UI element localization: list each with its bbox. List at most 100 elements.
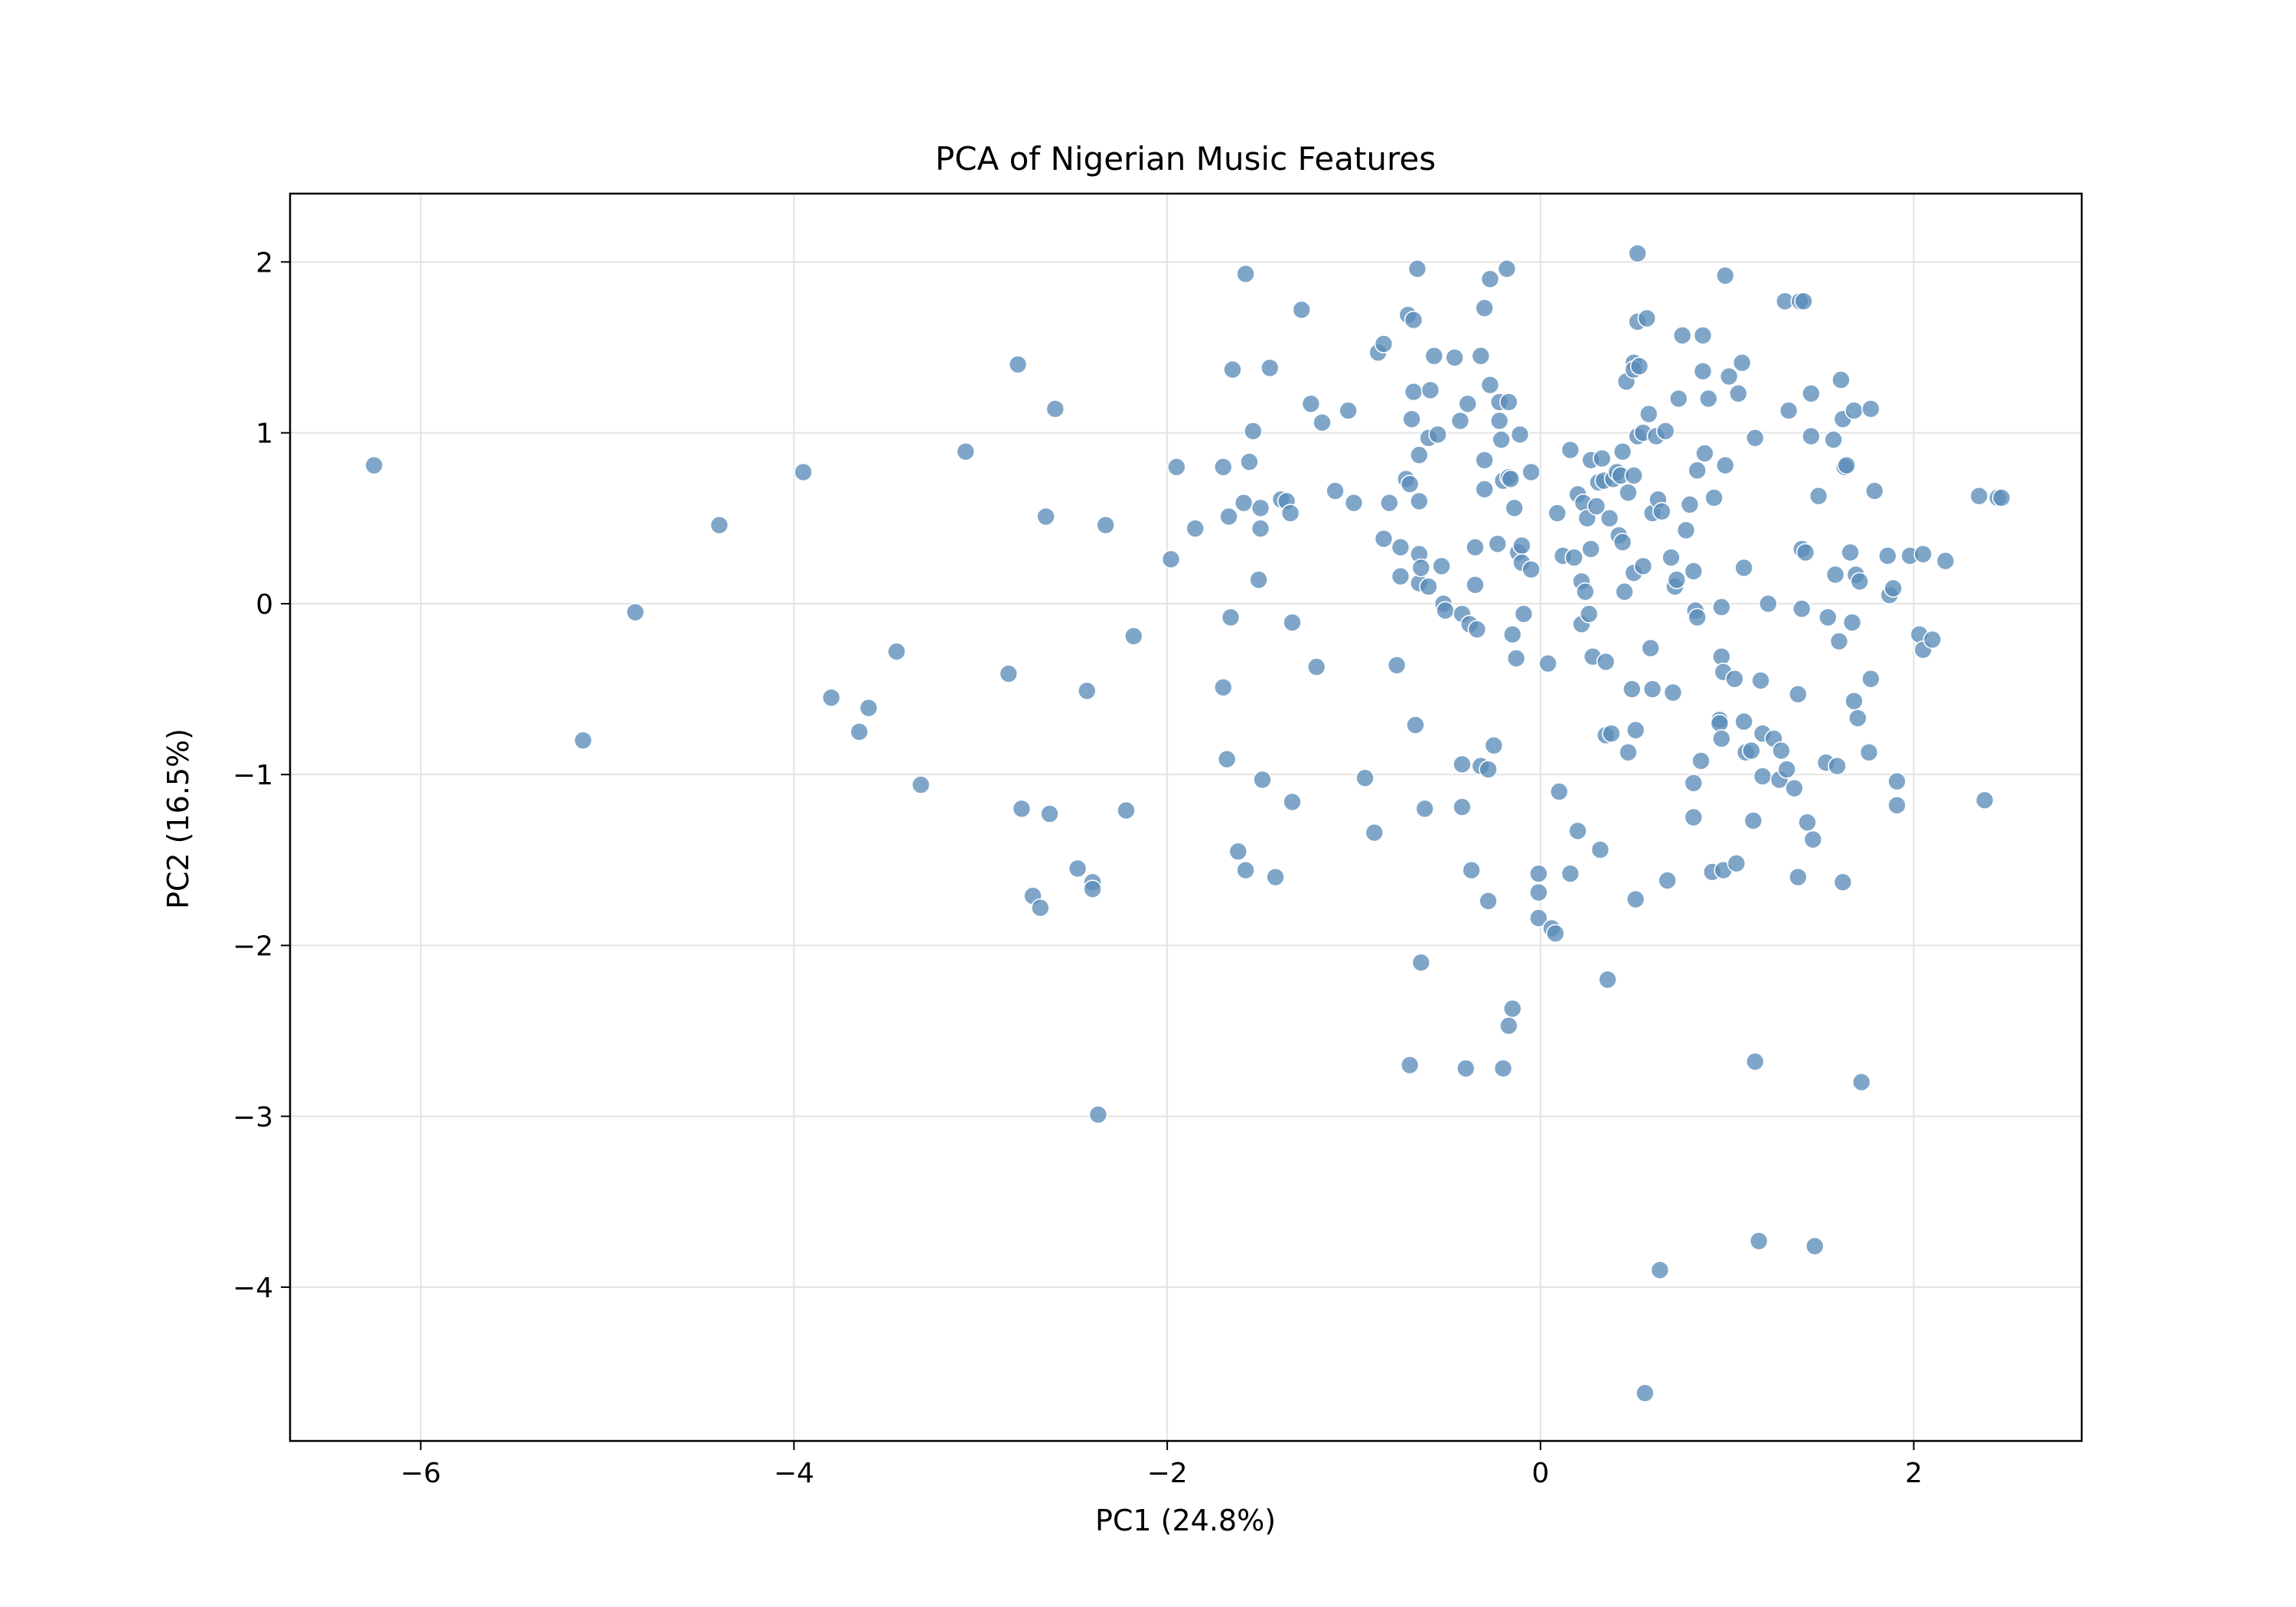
data-point [1224, 360, 1241, 378]
data-point [1653, 503, 1671, 520]
data-point [823, 689, 840, 706]
data-point [1810, 487, 1828, 505]
data-point [1222, 608, 1240, 626]
data-point [1735, 712, 1753, 730]
data-point [1391, 539, 1409, 556]
data-point [1492, 431, 1510, 448]
data-point [1668, 571, 1685, 588]
data-point [1569, 822, 1587, 839]
data-point [1832, 371, 1850, 389]
data-point [1097, 517, 1114, 534]
x-tick-label: 0 [1531, 1458, 1549, 1489]
data-point [1862, 400, 1880, 418]
data-point [1345, 494, 1362, 512]
y-tick-label: −3 [233, 1102, 273, 1133]
data-point [1425, 347, 1443, 365]
data-point [1472, 347, 1489, 365]
data-point [1261, 359, 1279, 376]
data-point [1479, 892, 1497, 910]
data-point [1841, 543, 1859, 561]
data-point [1789, 869, 1807, 886]
data-point [1168, 458, 1186, 476]
data-point [1636, 1384, 1654, 1402]
data-point [1717, 457, 1734, 474]
data-point [1778, 761, 1795, 778]
data-point [1513, 536, 1531, 554]
chart-title: PCA of Nigerian Music Features [935, 140, 1436, 178]
data-point [1914, 546, 1932, 563]
data-point [1530, 865, 1548, 882]
data-point [1498, 260, 1515, 278]
data-point [1644, 680, 1662, 698]
data-point [1252, 520, 1270, 537]
data-point [1218, 751, 1236, 768]
data-point [1634, 557, 1652, 575]
data-point [1511, 425, 1528, 443]
data-point [1744, 812, 1762, 830]
data-point [1825, 431, 1842, 448]
data-point [1760, 595, 1777, 612]
data-point [1802, 385, 1820, 403]
data-point [1405, 383, 1423, 401]
data-point [1561, 865, 1579, 882]
data-point [888, 643, 905, 660]
data-point [1046, 400, 1064, 418]
data-point [1720, 367, 1738, 385]
data-point [1730, 385, 1747, 403]
data-point [1625, 467, 1642, 484]
data-point [1412, 559, 1430, 577]
data-point [1446, 349, 1463, 367]
data-point [1530, 884, 1548, 901]
data-point [1403, 410, 1420, 428]
data-point [1713, 598, 1730, 616]
data-point [859, 699, 877, 717]
data-point [1489, 535, 1506, 553]
data-point [1849, 709, 1867, 727]
data-point [1970, 487, 1988, 505]
data-point [1862, 670, 1880, 688]
data-point [1500, 393, 1518, 411]
data-point [574, 732, 592, 749]
data-point [1845, 402, 1863, 419]
y-tick-label: 0 [256, 589, 273, 621]
data-point [1416, 800, 1433, 817]
data-point [1237, 265, 1254, 282]
data-point [1619, 484, 1637, 501]
data-point [1684, 809, 1702, 826]
data-point [1381, 494, 1398, 512]
data-point [1548, 504, 1566, 522]
data-point [1282, 504, 1300, 522]
data-point [1658, 872, 1676, 889]
data-point [1267, 869, 1284, 886]
data-point [1084, 880, 1101, 898]
data-point [1476, 451, 1493, 469]
data-point [1577, 583, 1594, 601]
x-tick-label: 2 [1905, 1458, 1923, 1489]
data-point [1453, 798, 1471, 816]
data-point [1407, 716, 1424, 734]
data-point [1879, 547, 1896, 565]
data-point [1485, 737, 1502, 755]
data-point [1828, 758, 1846, 775]
data-point [1623, 680, 1641, 698]
data-point [1405, 311, 1423, 329]
data-point [1250, 571, 1267, 588]
data-point [1678, 521, 1695, 539]
data-point [1459, 395, 1476, 412]
data-point [1565, 549, 1583, 566]
data-point [1365, 824, 1383, 842]
data-point [1627, 891, 1645, 908]
data-point [1032, 899, 1049, 917]
data-point [1780, 402, 1798, 419]
data-point [1500, 1017, 1518, 1035]
data-point [1453, 755, 1471, 773]
data-point [1603, 725, 1620, 742]
data-point [1476, 299, 1493, 317]
y-tick-label: −1 [233, 760, 273, 791]
data-point [1308, 658, 1326, 676]
data-point [1662, 549, 1680, 566]
data-point [1806, 1237, 1824, 1255]
data-point [1215, 458, 1232, 476]
data-point [1853, 1074, 1870, 1091]
data-point [1684, 562, 1702, 580]
